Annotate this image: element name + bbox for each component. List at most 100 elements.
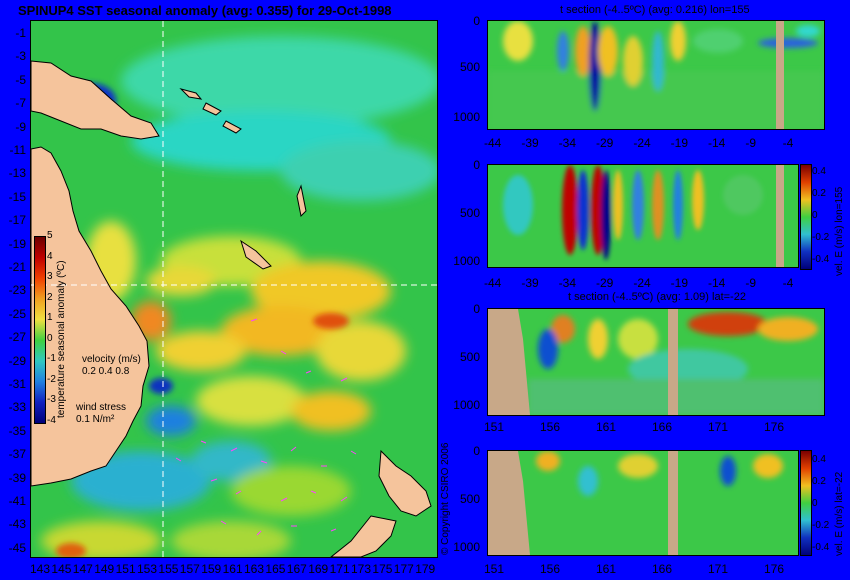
panel-xtick: -44 (484, 136, 502, 150)
latitude-tick: -37 (8, 447, 26, 462)
panel-colorbar-tick: -0.2 (812, 520, 830, 531)
sst-map[interactable] (30, 20, 438, 558)
panel-xtick: -14 (708, 276, 726, 290)
panel-xtick: 161 (596, 420, 617, 434)
velocity-label: velocity (m/s) (82, 354, 141, 365)
panel3-land-mid (668, 309, 678, 415)
panel1-canvas (488, 21, 824, 129)
map-colorbar (34, 236, 46, 424)
panel-colorbar-tick: 0.4 (812, 166, 826, 177)
panel-xtick: -19 (670, 276, 688, 290)
panel-xtick: 166 (652, 562, 673, 576)
panel3-ytick: 500 (459, 350, 480, 364)
panel-xtick: -24 (633, 136, 651, 150)
colorbar-tick: 5 (47, 230, 53, 241)
longitude-tick: 167 (286, 562, 307, 576)
colorbar-tick: 2 (47, 291, 53, 303)
panel2-vel-section-lon155[interactable] (487, 164, 799, 268)
panel4-ytick: 0 (473, 444, 480, 458)
latitude-tick: -19 (8, 236, 26, 251)
colorbar-tick: 0 (47, 332, 53, 344)
panel2-ytick: 0 (473, 158, 480, 172)
latitude-tick: -7 (15, 96, 26, 111)
map-title: SPINUP4 SST seasonal anomaly (avg: 0.355… (18, 3, 392, 18)
panel-xtick: -4 (782, 276, 794, 290)
longitude-tick: 153 (137, 562, 158, 576)
panel1-title: t section (-4..5ºC) (avg: 0.216) lon=155 (560, 4, 750, 16)
panel4-canvas (488, 451, 798, 555)
panel2-colorbar-label: vel. E (m/s) lon=155 (834, 186, 845, 276)
panel-xtick: -24 (633, 276, 651, 290)
panel-xtick: -34 (558, 136, 576, 150)
longitude-tick: 179 (415, 562, 436, 576)
latitude-tick: -39 (8, 470, 26, 485)
panel3-ytick: 0 (473, 302, 480, 316)
longitude-tick: 173 (351, 562, 372, 576)
velocity-legend: velocity (m/s) 0.2 0.4 0.8 (82, 354, 141, 378)
panel1-ytick: 0 (473, 14, 480, 28)
panel-colorbar-tick: 0 (812, 498, 818, 509)
colorbar-tick: -1 (47, 353, 56, 364)
panel4-colorbar (800, 450, 812, 556)
land-masses (31, 60, 432, 557)
panel-colorbar-tick: 0.2 (812, 188, 826, 199)
panel3-t-section-lat22[interactable] (487, 308, 825, 416)
panel-colorbar-tick: -0.4 (812, 542, 830, 553)
panel-colorbar-tick: 0.2 (812, 476, 826, 487)
copyright: © Copyright CSIRO 2006 (440, 442, 451, 555)
latitude-tick: -27 (8, 330, 26, 345)
panel4-colorbar-label: vel. E (m/s) lat=-22 (834, 471, 845, 556)
panel-xtick: -19 (670, 136, 688, 150)
panel2-ytick: 500 (459, 206, 480, 220)
longitude-tick: 143 (30, 562, 51, 576)
current-vectors (175, 318, 357, 536)
panel2-canvas (488, 165, 798, 267)
panel-xtick: 161 (596, 562, 617, 576)
panel-colorbar-tick: 0 (812, 210, 818, 221)
latitude-tick: -5 (15, 72, 26, 87)
panel-xtick: 171 (708, 420, 729, 434)
longitude-tick: 159 (201, 562, 222, 576)
panel3-land-west (488, 309, 530, 415)
panel-colorbar-tick: -0.4 (812, 254, 830, 265)
panel1-land (776, 21, 784, 129)
longitude-tick: 151 (115, 562, 136, 576)
panel4-vel-section-lat22[interactable] (487, 450, 799, 556)
colorbar-tick: -3 (47, 394, 56, 405)
latitude-tick: -45 (8, 540, 26, 555)
colorbar-label: temperature seasonal anomaly (ºC) (56, 260, 67, 418)
panel-xtick: -39 (521, 276, 539, 290)
sst-map-canvas (31, 21, 437, 557)
latitude-tick: -43 (8, 517, 26, 532)
velocity-scale: 0.2 0.4 0.8 (82, 366, 130, 377)
panel4-ytick: 1000 (453, 540, 480, 554)
panel1-ytick: 1000 (453, 110, 480, 124)
longitude-tick: 145 (51, 562, 72, 576)
latitude-tick: -9 (15, 119, 26, 134)
latitude-tick: -31 (8, 377, 26, 391)
panel4-ytick: 500 (459, 492, 480, 506)
panel-xtick: 156 (540, 562, 561, 576)
latitude-tick: -33 (8, 400, 26, 415)
latitude-tick: -1 (15, 26, 26, 40)
panel-colorbar-tick: 0.4 (812, 454, 826, 465)
panel-xtick: -9 (745, 276, 756, 290)
latitude-tick: -21 (8, 260, 26, 274)
panel-xtick: -9 (745, 136, 756, 150)
latitude-tick: -25 (8, 306, 26, 321)
latitude-tick: -15 (8, 189, 26, 204)
panel3-title: t section (-4..5ºC) (avg: 1.09) lat=-22 (568, 291, 746, 303)
longitude-tick: 157 (179, 562, 200, 576)
latitude-tick: -35 (8, 423, 26, 438)
panel-colorbar-tick: -0.2 (812, 232, 830, 243)
panel3-canvas (488, 309, 824, 415)
longitude-tick: 177 (393, 562, 414, 576)
latitude-tick: -13 (8, 166, 26, 181)
panel-xtick: 176 (764, 562, 785, 576)
colorbar-tick: 3 (47, 271, 53, 282)
panel-xtick: -29 (596, 136, 614, 150)
panel-xtick: -39 (521, 136, 539, 150)
wind-scale: 0.1 N/m² (76, 414, 115, 425)
longitude-tick: 171 (329, 562, 350, 576)
panel1-t-section-lon155[interactable] (487, 20, 825, 130)
